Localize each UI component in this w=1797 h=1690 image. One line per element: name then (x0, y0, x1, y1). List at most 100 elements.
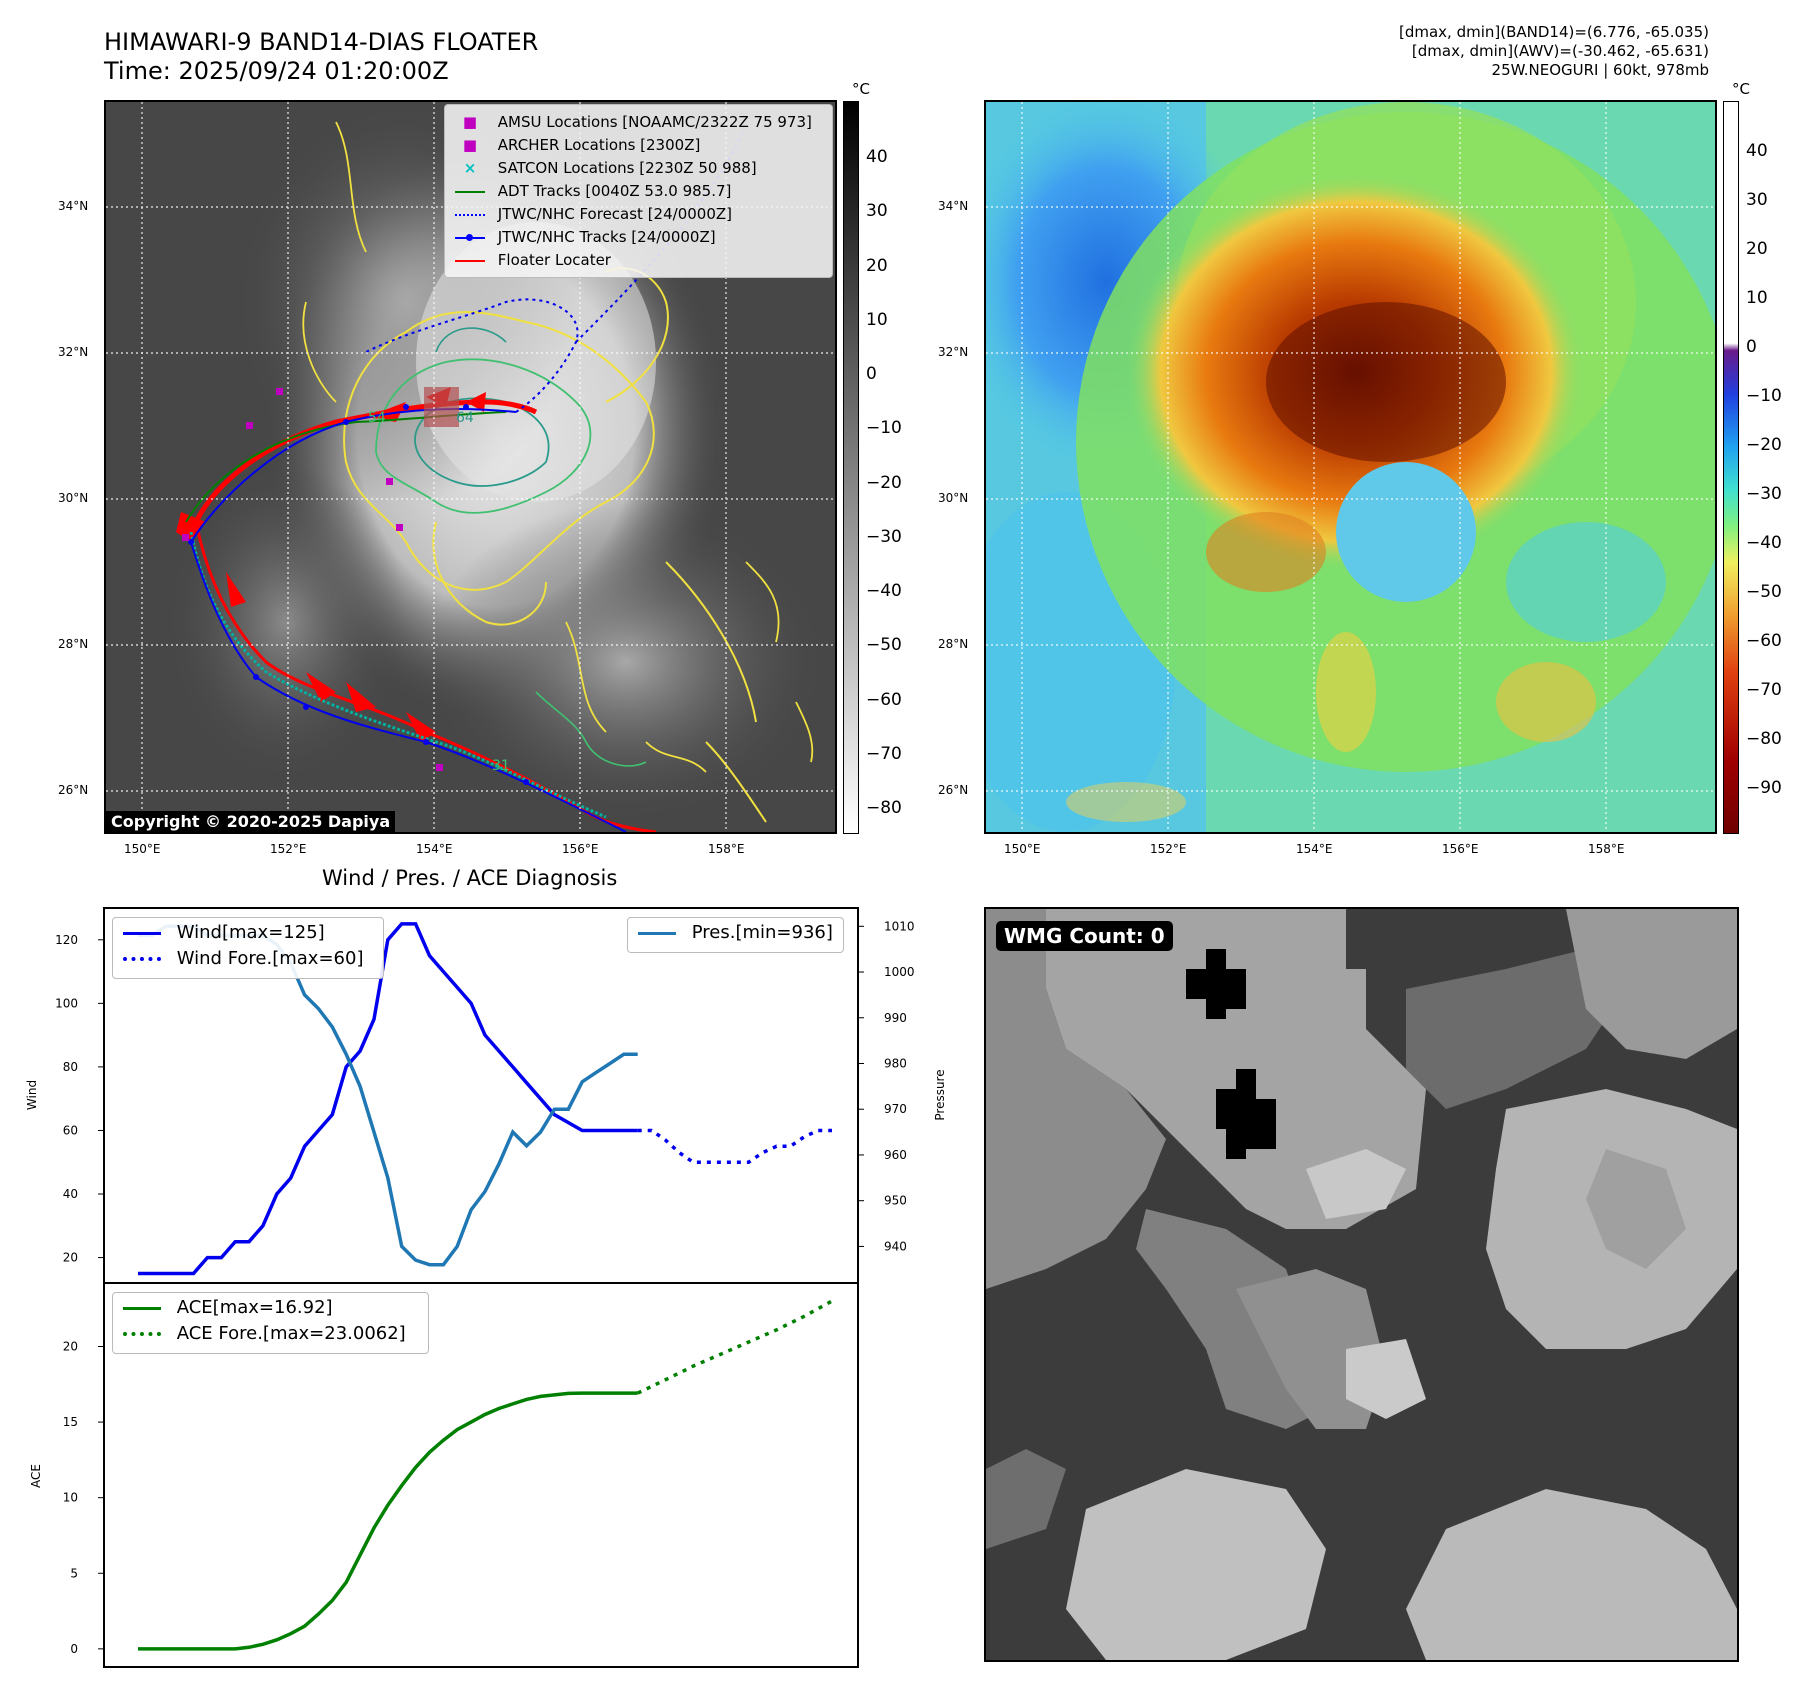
awv-colorbar-tick: 0 (1746, 337, 1757, 357)
legend-item-satcon: × SATCON Locations [2230Z 50 988] (455, 159, 757, 177)
ace-tick-label: 20 (63, 1339, 78, 1353)
map-legend: ■ AMSU Locations [NOAAMC/2322Z 75 973] ■… (444, 104, 833, 278)
lon-label: 158°E (708, 842, 745, 856)
lon-label: 150°E (124, 842, 161, 856)
awv-colorbar-tick: 40 (1746, 141, 1768, 161)
pressure-tick-label: 980 (884, 1056, 907, 1070)
wind-axis-label: Wind (25, 1080, 39, 1110)
legend-wind-forecast: Wind Fore.[max=60] (123, 950, 363, 968)
ir-colorbar-tick: 0 (866, 364, 877, 384)
awv-colorbar-unit: °C (1732, 80, 1750, 98)
legend-item-forecast: JTWC/NHC Forecast [24/0000Z] (455, 205, 732, 223)
legend-ace: ACE[max=16.92] (123, 1299, 333, 1317)
wind-tick-label: 120 (55, 933, 78, 947)
pressure-tick-label: 940 (884, 1239, 907, 1253)
line-marker-icon (123, 931, 161, 935)
wind-tick-label: 60 (63, 1123, 78, 1137)
lon-label: 158°E (1588, 842, 1625, 856)
square-marker-icon: ■ (462, 136, 478, 154)
pressure-tick-label: 950 (884, 1194, 907, 1208)
dotted-line-icon (455, 213, 485, 216)
legend-item-adt: ADT Tracks [0040Z 53.0 985.7] (455, 182, 731, 200)
lon-label: 156°E (562, 842, 599, 856)
diagnosis-title: Wind / Pres. / ACE Diagnosis (322, 866, 618, 890)
ir-colorbar (843, 101, 859, 834)
lon-label: 150°E (1004, 842, 1041, 856)
info-awv-range: [dmax, dmin](AWV)=(-30.462, -65.631) (1411, 42, 1709, 60)
contour-label-31: 31 (492, 758, 510, 774)
ace-tick-label: 15 (63, 1415, 78, 1429)
series-line-wind (138, 922, 638, 1276)
pressure-y-ticks: 1010 1000 990 980 970 960 950 940 (858, 919, 915, 1253)
lat-label: 26°N (938, 783, 969, 797)
awv-colorbar-tick: −70 (1746, 680, 1782, 700)
wmg-count-badge: WMG Count: 0 (996, 921, 1173, 951)
dot-line-icon (455, 233, 485, 241)
ace-plot-frame (103, 1282, 859, 1668)
copyright-badge: Copyright © 2020-2025 Dapiya (106, 811, 396, 832)
awv-colorbar-tick: −10 (1746, 386, 1782, 406)
ir-colorbar-tick: −30 (866, 527, 902, 547)
wind-tick-label: 80 (63, 1060, 78, 1074)
figure-title: HIMAWARI-9 BAND14-DIAS FLOATER (104, 28, 539, 56)
awv-colorbar-tick: 30 (1746, 190, 1768, 210)
ace-series-group (138, 1299, 833, 1651)
lat-label: 28°N (58, 637, 89, 651)
ir-colorbar-tick: 10 (866, 310, 888, 330)
legend-item-archer: ■ ARCHER Locations [2300Z] (455, 136, 700, 154)
pressure-tick-label: 990 (884, 1011, 907, 1025)
ir-colorbar-tick: −70 (866, 744, 902, 764)
series-line-ace-forecast (636, 1299, 833, 1395)
ace-axis-label: ACE (29, 1464, 43, 1488)
ir-map-panel: 54 64 31 ■ AMSU Locations [NOAAMC/2322Z … (104, 100, 837, 834)
lat-label: 32°N (58, 345, 89, 359)
lat-label: 26°N (58, 783, 89, 797)
awv-colorbar-tick: −40 (1746, 533, 1782, 553)
pressure-tick-label: 960 (884, 1148, 907, 1162)
line-marker-icon (455, 190, 485, 193)
lat-label: 34°N (938, 199, 969, 213)
ir-colorbar-tick: 20 (866, 256, 888, 276)
lat-label: 34°N (58, 199, 89, 213)
ir-colorbar-tick: −50 (866, 635, 902, 655)
lat-label: 28°N (938, 637, 969, 651)
awv-colorbar-tick: 20 (1746, 239, 1768, 259)
wind-legend: Wind[max=125] Wind Fore.[max=60] (112, 917, 384, 979)
lon-label: 154°E (416, 842, 453, 856)
awv-colorbar-tick: 10 (1746, 288, 1768, 308)
x-marker-icon: × (463, 159, 477, 177)
pressure-tick-label: 1010 (884, 919, 915, 933)
dotted-line-icon (123, 1332, 161, 1336)
lat-label: 30°N (58, 491, 89, 505)
ir-colorbar-tick: −80 (866, 798, 902, 818)
wmg-image (986, 909, 1737, 1660)
legend-item-amsu: ■ AMSU Locations [NOAAMC/2322Z 75 973] (455, 113, 812, 131)
dotted-line-icon (123, 957, 161, 961)
ace-tick-label: 0 (70, 1642, 78, 1656)
legend-item-tracks: JTWC/NHC Tracks [24/0000Z] (455, 228, 716, 246)
ir-colorbar-tick: 40 (866, 147, 888, 167)
lon-label: 154°E (1296, 842, 1333, 856)
ir-colorbar-tick: −20 (866, 473, 902, 493)
contour-label-64: 64 (456, 410, 474, 426)
figure-time: Time: 2025/09/24 01:20:00Z (104, 57, 449, 85)
awv-colorbar (1723, 101, 1739, 834)
series-line-wind-forecast (637, 1128, 832, 1164)
ace-chart: 20 15 10 5 0 ACE (29, 1282, 859, 1668)
line-marker-icon (638, 931, 676, 935)
pressure-tick-label: 970 (884, 1102, 907, 1116)
ace-tick-label: 5 (70, 1566, 78, 1580)
ace-legend: ACE[max=16.92] ACE Fore.[max=23.0062] (112, 1292, 429, 1354)
awv-colorbar-tick: −30 (1746, 484, 1782, 504)
awv-colorbar-tick: −60 (1746, 631, 1782, 651)
line-marker-icon (123, 1306, 161, 1310)
ir-colorbar-tick: 30 (866, 201, 888, 221)
square-marker-icon: ■ (462, 113, 478, 131)
lon-label: 152°E (270, 842, 307, 856)
lon-label: 152°E (1150, 842, 1187, 856)
legend-ace-forecast: ACE Fore.[max=23.0062] (123, 1325, 406, 1343)
ace-y-ticks: 20 15 10 5 0 (63, 1339, 104, 1656)
wind-tick-label: 40 (63, 1187, 78, 1201)
awv-colorbar-tick: −20 (1746, 435, 1782, 455)
info-storm: 25W.NEOGURI | 60kt, 978mb (1491, 61, 1709, 79)
